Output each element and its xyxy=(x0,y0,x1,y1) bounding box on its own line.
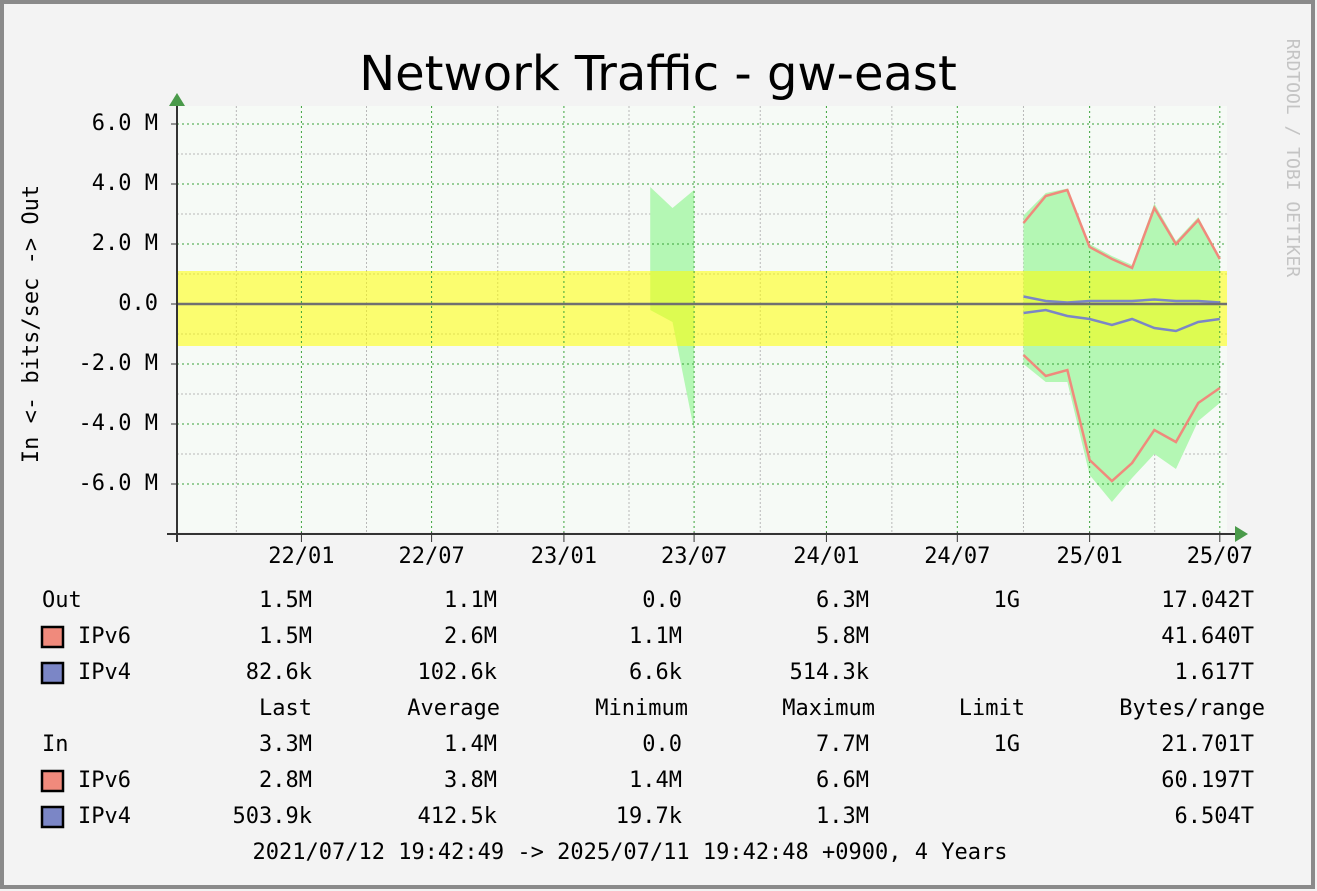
column-header: Average xyxy=(407,696,500,721)
line xyxy=(1023,295,1220,304)
table-cell: 1.4M xyxy=(629,768,682,793)
y-tick-label: 4.0 M xyxy=(92,171,158,196)
table-cell: 17.042T xyxy=(1161,588,1254,613)
table-cell: 1G xyxy=(994,732,1021,757)
table-cell: 6.504T xyxy=(1175,804,1254,829)
x-tick-label: 24/01 xyxy=(793,544,859,569)
legend-label: IPv6 xyxy=(78,624,131,649)
area xyxy=(1023,304,1220,502)
column-header: Minimum xyxy=(595,696,688,721)
x-tick-label: 22/07 xyxy=(398,544,464,569)
table-cell: 102.6k xyxy=(418,660,497,685)
table-cell: 1.1M xyxy=(629,624,682,649)
column-header: Limit xyxy=(959,696,1025,721)
legend-label: Out xyxy=(42,588,82,613)
x-tick-label: 25/07 xyxy=(1187,544,1253,569)
chart-title: Network Traffic - gw-east xyxy=(359,46,957,102)
column-header: Last xyxy=(259,696,312,721)
footer: 2021/07/12 19:42:49 -> 2025/07/11 19:42:… xyxy=(253,840,1008,865)
table-cell: 21.701T xyxy=(1161,732,1254,757)
table-cell: 7.7M xyxy=(816,732,869,757)
legend-label: IPv4 xyxy=(78,660,131,685)
legend-label: IPv6 xyxy=(78,768,131,793)
x-tick-label: 23/07 xyxy=(661,544,727,569)
table-cell: 3.3M xyxy=(259,732,312,757)
table-cell: 1.5M xyxy=(259,588,312,613)
table-cell: 412.5k xyxy=(418,804,497,829)
x-tick-label: 22/01 xyxy=(268,544,334,569)
column-header: Bytes/range xyxy=(1119,696,1265,721)
table-cell: 3.8M xyxy=(444,768,497,793)
column-header: Maximum xyxy=(782,696,875,721)
legend-label: IPv4 xyxy=(78,804,131,829)
table-cell: 6.6M xyxy=(816,768,869,793)
legend-swatch xyxy=(40,769,65,793)
table-cell: 1.1M xyxy=(444,588,497,613)
axis-arrow xyxy=(1235,526,1248,542)
table-cell: 0.0 xyxy=(642,732,682,757)
table-cell: 1G xyxy=(994,588,1021,613)
legend-swatch xyxy=(40,805,65,829)
table-cell: 5.8M xyxy=(816,624,869,649)
table-cell: 0.0 xyxy=(642,588,682,613)
table-cell: 6.3M xyxy=(816,588,869,613)
table-cell: 1.617T xyxy=(1175,660,1254,685)
legend-label: In xyxy=(42,732,69,757)
y-tick-label: -2.0 M xyxy=(79,351,158,376)
legend-swatch xyxy=(40,661,65,685)
y-tick-label: 6.0 M xyxy=(92,111,158,136)
table-cell: 514.3k xyxy=(790,660,869,685)
line xyxy=(1023,308,1220,333)
table-cell: 41.640T xyxy=(1161,624,1254,649)
table-cell: 2.8M xyxy=(259,768,312,793)
table-cell: 1.5M xyxy=(259,624,312,649)
table-cell: 82.6k xyxy=(246,660,312,685)
y-tick-label: -4.0 M xyxy=(79,411,158,436)
x-tick-label: 23/01 xyxy=(531,544,597,569)
x-tick-label: 24/07 xyxy=(924,544,990,569)
x-tick-label: 25/01 xyxy=(1057,544,1123,569)
axis-arrow xyxy=(169,93,185,106)
table-cell: 1.4M xyxy=(444,732,497,757)
legend-swatch xyxy=(40,625,65,649)
table-cell: 503.9k xyxy=(233,804,312,829)
table-cell: 2.6M xyxy=(444,624,497,649)
watermark: RRDTOOL / TOBI OETIKER xyxy=(1282,39,1303,278)
table-cell: 6.6k xyxy=(629,660,682,685)
line xyxy=(1022,188,1221,270)
table-cell: 60.197T xyxy=(1161,768,1254,793)
line xyxy=(1022,354,1221,483)
table-cell: 1.3M xyxy=(816,804,869,829)
average-band xyxy=(177,271,1227,346)
table-cell: 19.7k xyxy=(616,804,682,829)
y-tick-label: -6.0 M xyxy=(79,471,158,496)
y-tick-label: 0.0 xyxy=(118,291,158,316)
y-axis-label: In <- bits/sec -> Out xyxy=(19,185,44,463)
y-tick-label: 2.0 M xyxy=(92,231,158,256)
